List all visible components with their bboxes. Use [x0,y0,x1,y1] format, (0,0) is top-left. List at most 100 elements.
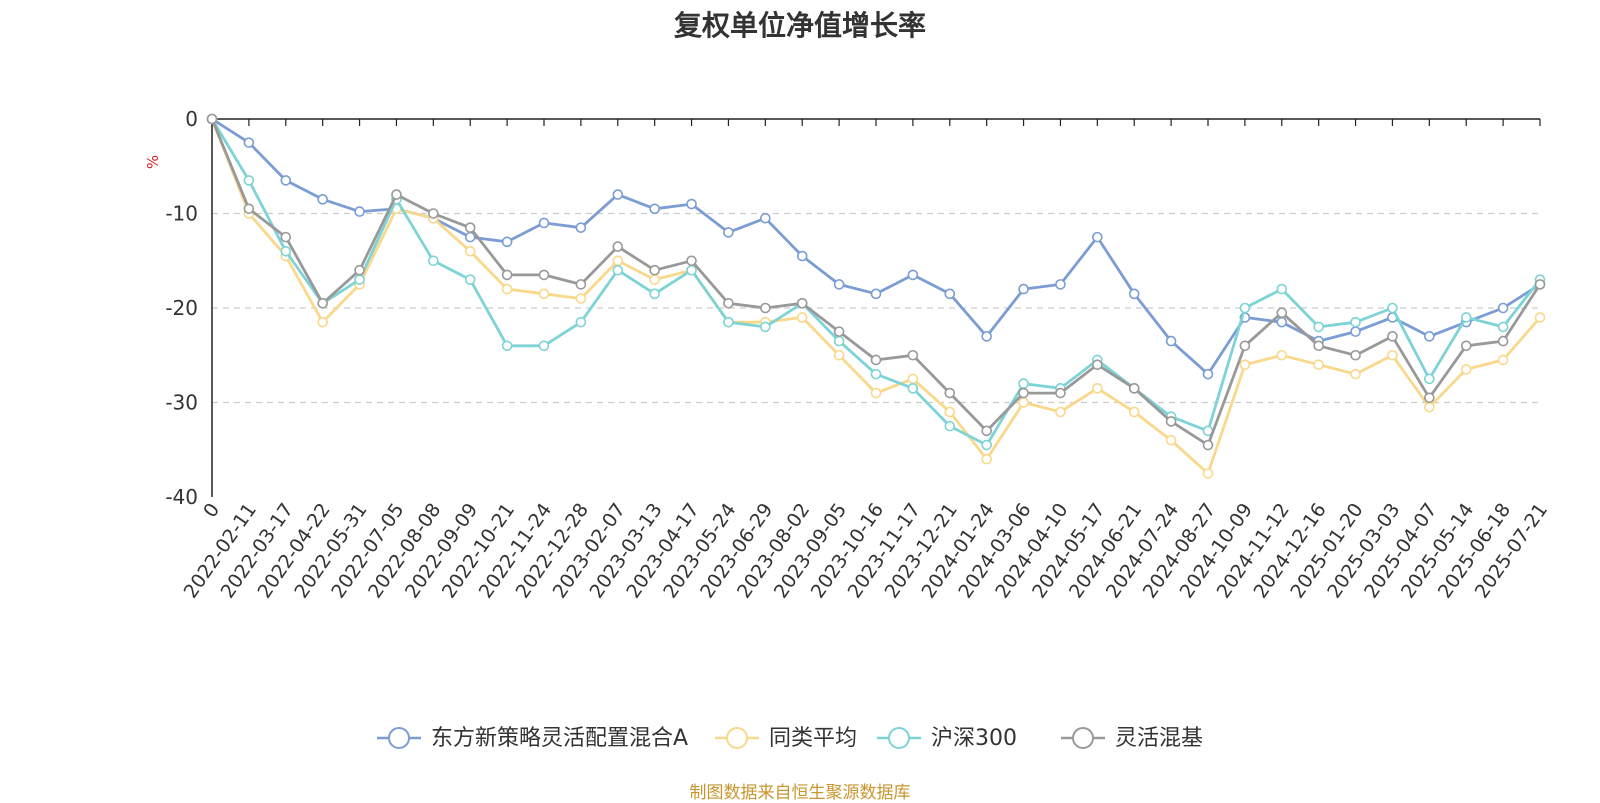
data-point [1313,340,1324,352]
data-point [833,279,845,290]
data-point [1276,283,1288,295]
data-point [1202,439,1214,451]
data-point [907,383,919,394]
y-axis-unit: % [144,155,162,169]
data-point [1128,406,1140,418]
data-point [354,264,365,276]
data-point [723,297,734,309]
data-point [575,222,587,233]
legend-label: 沪深300 [931,726,1017,751]
data-point [612,255,624,267]
data-point [1387,349,1398,361]
data-point [907,373,919,385]
data-point [1424,392,1435,404]
data-point [1350,349,1361,361]
data-point [317,194,328,205]
data-point [1276,316,1288,328]
data-point [796,250,808,262]
data-point [1534,312,1546,323]
data-point [981,425,992,437]
data-point [538,269,550,281]
series-group [206,113,1546,380]
data-point [317,297,328,309]
data-point [981,439,992,451]
data-point [870,368,882,380]
data-point [1165,416,1177,427]
data-point [1424,373,1435,385]
data-point [1534,279,1546,290]
y-tick-label: -20 [165,296,198,320]
data-point [575,279,587,290]
data-point [1239,340,1251,352]
data-point [1497,335,1509,347]
legend-label: 同类平均 [769,726,857,751]
data-point [317,316,328,328]
data-point [1497,354,1509,366]
data-point [575,316,587,328]
data-point [1350,368,1361,380]
data-point [464,274,476,285]
data-point [1276,307,1288,319]
data-point [1313,321,1324,333]
data-point [501,283,513,295]
data-point [538,340,550,352]
y-tick-label: -30 [165,391,198,415]
data-point [501,340,513,352]
legend-swatch-marker [726,727,748,749]
data-point [1128,383,1140,394]
data-point [206,113,218,125]
data-point [796,297,808,309]
legend-label: 东方新策略灵活配置混合A [431,726,688,751]
data-point [833,349,845,361]
data-point [428,208,439,219]
data-point [1350,316,1361,328]
source-note: 制图数据来自恒生聚源数据库 [689,783,911,803]
data-point [391,189,402,200]
data-point [1497,321,1509,333]
data-point [1092,359,1103,371]
y-tick-label: -10 [165,202,198,226]
data-point [1460,340,1472,352]
data-point [870,387,882,399]
data-point [612,241,624,252]
data-point [1350,326,1361,337]
chart-title: 复权单位净值增长率 [673,9,926,42]
data-point [243,137,255,148]
x-tick-label: 0 [199,499,224,522]
data-point [981,453,992,465]
data-point [1018,378,1029,389]
legend-swatch-marker [888,727,910,749]
data-point [1424,331,1435,342]
legend-swatch-marker [388,727,410,749]
data-point [723,227,734,238]
data-point [944,420,956,432]
data-point [907,269,919,281]
series-line [211,117,1541,376]
data-point [501,269,513,281]
data-point [1018,283,1029,295]
data-point [1055,387,1066,399]
data-point [612,189,624,200]
data-point [243,203,255,215]
data-point [1387,302,1398,314]
data-point [1424,401,1435,413]
data-point [1018,387,1029,399]
data-point [1055,406,1066,418]
data-point [833,335,845,347]
legend-item: 同类平均 [715,726,857,751]
data-point [1165,434,1177,446]
data-point [280,246,292,257]
data-point [686,255,697,267]
data-point [1276,349,1288,361]
data-point [354,206,365,217]
legend-item: 东方新策略灵活配置混合A [377,726,688,751]
data-point [1497,302,1509,314]
data-point [760,212,771,224]
data-point [1387,331,1398,342]
data-point [760,302,771,314]
data-point [944,288,956,300]
data-point [1202,468,1214,479]
data-point [649,203,660,215]
